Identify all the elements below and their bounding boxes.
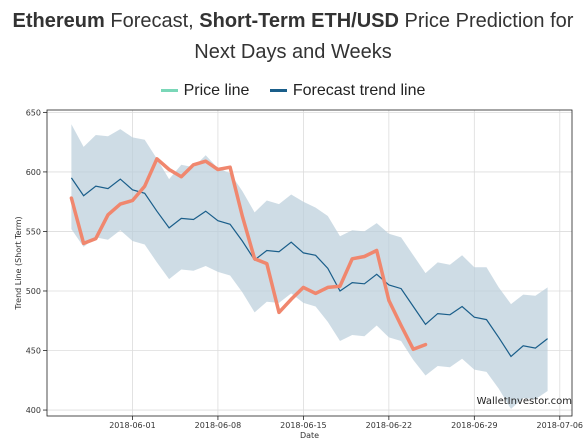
plot-frame [46, 109, 573, 417]
chart-title: Ethereum Forecast, Short-Term ETH/USD Pr… [0, 6, 586, 68]
y-tick-label: 650 [26, 108, 41, 117]
title-line-2: Next Days and Weeks [194, 41, 392, 63]
legend-item-price-line: Price line [160, 81, 250, 100]
legend-item-forecast-trend-line: Forecast trend line [269, 81, 426, 100]
y-axis-label: Trend Line (Short Term) [14, 216, 23, 310]
title-forecast-text: Forecast, [104, 10, 200, 32]
title-prediction-text: Price Prediction for [398, 10, 574, 32]
y-tick-label: 600 [26, 168, 41, 177]
price-line [69, 157, 428, 352]
watermark: WalletInvestor.com [477, 396, 572, 407]
legend-swatch-price-line [160, 89, 178, 92]
title-line-1: Ethereum Forecast, Short-Term ETH/USD Pr… [0, 6, 586, 37]
x-tick-label: 2018-06-22 [366, 421, 413, 430]
y-tick-label: 500 [26, 287, 41, 296]
x-axis-ticks: 2018-06-01 2018-06-08 2018-06-15 2018-06-22… [109, 416, 583, 430]
title-pair: Short-Term ETH/USD [199, 10, 399, 32]
legend-swatch-forecast-trend-line [269, 89, 287, 92]
legend-label-forecast-trend-line: Forecast trend line [292, 81, 426, 99]
forecast-trend-line [70, 177, 548, 358]
x-tick-label: 2018-06-15 [280, 421, 327, 430]
x-tick-label: 2018-06-08 [195, 421, 242, 430]
x-tick-label: 2018-07-06 [537, 421, 584, 430]
y-tick-label: 550 [26, 227, 41, 236]
x-axis-label: Date [300, 431, 319, 440]
legend-label-price-line: Price line [183, 81, 250, 99]
y-axis-ticks: 400 450 500 550 600 650 [26, 108, 47, 415]
x-tick-label: 2018-06-29 [451, 421, 498, 430]
chart-legend: Price line Forecast trend line [0, 79, 586, 100]
y-tick-label: 450 [26, 347, 41, 356]
x-tick-label: 2018-06-01 [109, 421, 156, 430]
title-coin: Ethereum [12, 10, 105, 32]
confidence-band [71, 124, 548, 409]
y-tick-label: 400 [26, 406, 41, 415]
